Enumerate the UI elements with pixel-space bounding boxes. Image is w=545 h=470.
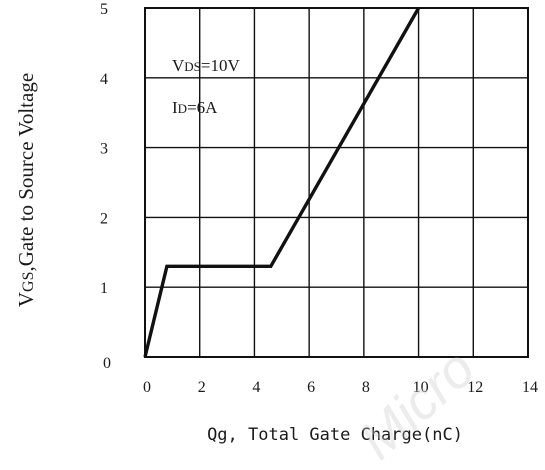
x-tick-label: 2 (198, 379, 206, 396)
annotation-group: VDS=10V ID=6A (172, 56, 240, 117)
x-axis-label: Qg, Total Gate Charge(nC) (207, 425, 463, 445)
y-tick-label: 1 (100, 280, 108, 297)
y-axis-label: VGS,Gate to Source Voltage (14, 73, 38, 307)
x-tick-label: 0 (143, 379, 151, 396)
x-tick-label: 8 (362, 379, 370, 396)
y-tick-label: 5 (100, 1, 108, 18)
y-tick-label: 0 (103, 355, 111, 372)
y-tick-label: 3 (100, 141, 108, 158)
y-tick-label: 4 (100, 71, 108, 88)
x-tick-label: 10 (413, 379, 429, 396)
x-tick-label: 6 (307, 379, 315, 396)
annotation-id: ID=6A (172, 98, 218, 117)
y-tick-label: 2 (100, 210, 108, 227)
annotation-vds: VDS=10V (172, 56, 240, 75)
x-tick-label: 14 (522, 379, 538, 396)
series-line (143, 7, 421, 358)
x-tick-label: 12 (467, 379, 483, 396)
grid-lines (145, 8, 528, 357)
plot-frame (144, 7, 529, 358)
x-tick-label: 4 (252, 379, 260, 396)
series-group (143, 7, 421, 358)
